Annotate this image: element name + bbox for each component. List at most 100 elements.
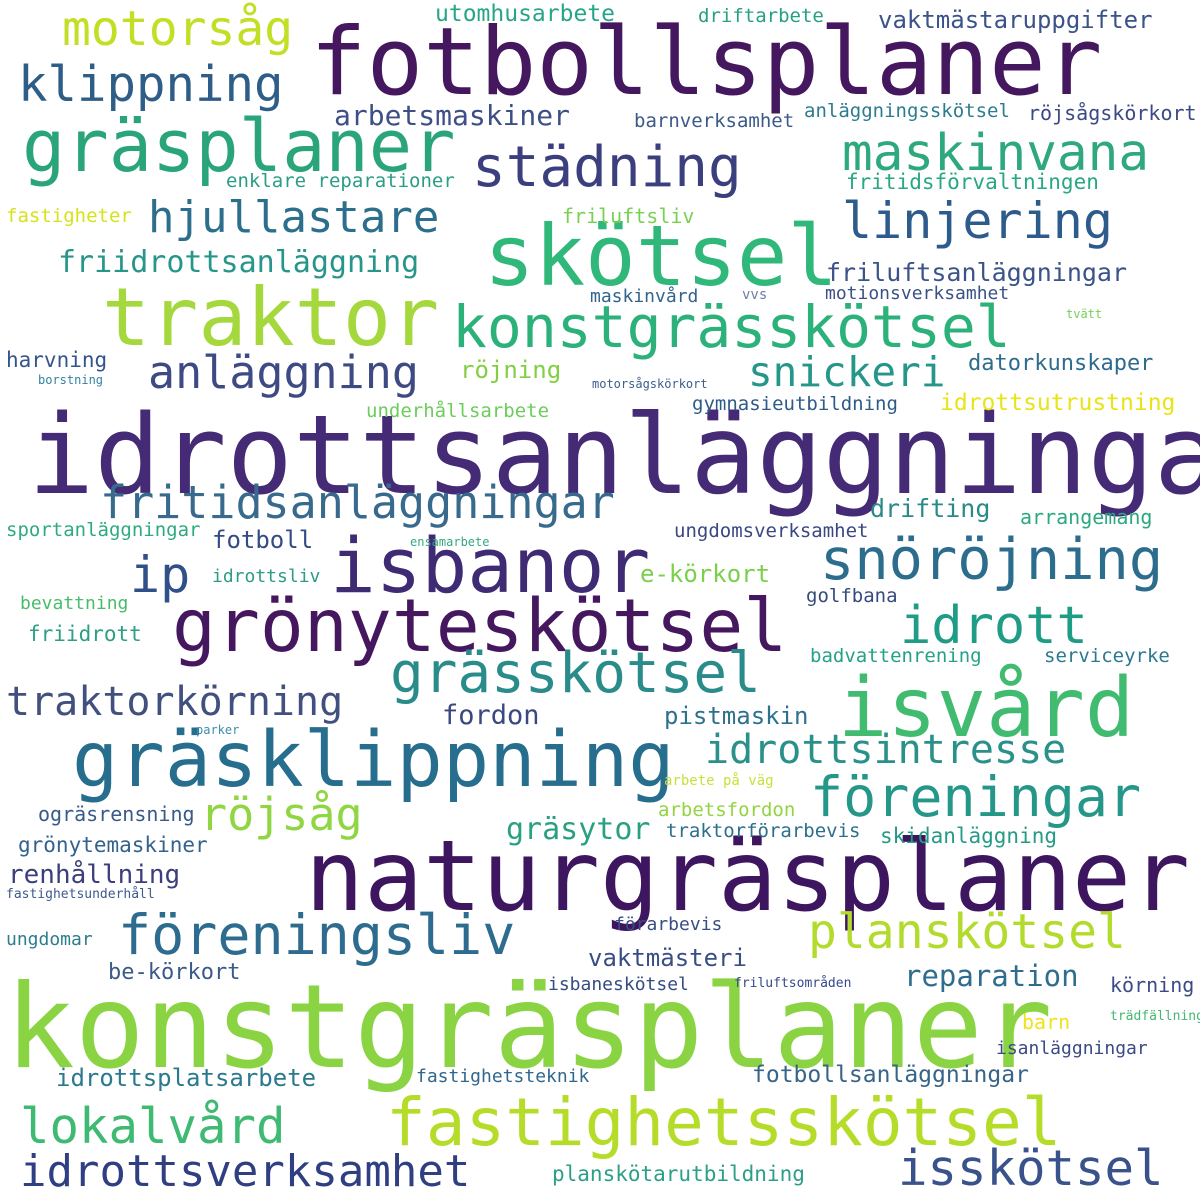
word: konstgräsplaner: [5, 960, 1053, 1095]
word: röjsågskörkort: [1028, 101, 1197, 125]
word: idrottsverksamhet: [20, 1146, 471, 1197]
word: barn: [1022, 1010, 1071, 1034]
word: vvs: [742, 287, 768, 303]
word: planskötsel: [808, 904, 1126, 960]
word: lokalvård: [20, 1098, 286, 1155]
word: grönytemaskiner: [18, 833, 208, 857]
word: drifting: [870, 494, 991, 523]
word: röjning: [460, 356, 562, 384]
word: arbetsmaskiner: [334, 99, 571, 132]
word: barnverksamhet: [634, 110, 795, 132]
word: fastighetsskötsel: [386, 1084, 1062, 1161]
word: idrottsliv: [212, 566, 321, 587]
word: friluftsanläggningar: [826, 258, 1128, 287]
word: bevattning: [20, 593, 129, 614]
word: fritidsförvaltningen: [846, 170, 1099, 194]
word: idrott: [900, 596, 1088, 656]
word: ungdomar: [6, 929, 93, 950]
word: fastighetsteknik: [416, 1066, 590, 1087]
word: friidrottsanläggning: [58, 245, 420, 280]
word: harvning: [6, 348, 108, 372]
word: fotbollsanläggningar: [752, 1062, 1029, 1088]
word: idrottsutrustning: [940, 390, 1176, 416]
word: grässkötsel: [390, 641, 761, 706]
word: datorkunskaper: [968, 351, 1154, 376]
word: ensamarbete: [410, 535, 490, 549]
word: fordon: [442, 700, 540, 731]
word: anläggning: [148, 346, 419, 399]
word: klippning: [18, 56, 284, 113]
word: fastigheter: [6, 205, 132, 227]
word: fotbollsplaner: [310, 8, 1103, 117]
word: badvattenrening: [810, 645, 982, 667]
word: isskötsel: [898, 1140, 1164, 1197]
word: förarbevis: [614, 914, 723, 935]
word: e-körkort: [640, 560, 771, 588]
word: driftarbete: [698, 5, 824, 27]
word: skötsel: [484, 207, 839, 305]
word: hjullastare: [148, 192, 440, 243]
word: sportanläggningar: [6, 519, 201, 541]
word: traktor: [102, 271, 440, 364]
word: naturgräsplaner: [305, 820, 1191, 934]
word: renhållning: [8, 860, 181, 890]
word: maskinvård: [590, 286, 699, 307]
word: vaktmästaruppgifter: [878, 6, 1153, 34]
word: serviceyrke: [1044, 645, 1170, 667]
word: skidanläggning: [880, 824, 1058, 848]
word: konstgrässkötsel: [452, 293, 1011, 361]
word: idrottsplatsarbete: [56, 1064, 317, 1092]
word: idrottsintresse: [705, 727, 1067, 773]
word: be-körkort: [108, 960, 241, 985]
word: friluftsliv: [562, 204, 695, 228]
word: gräsklippning: [72, 716, 675, 805]
word: borstning: [38, 373, 104, 387]
word: isbaneskötsel: [548, 974, 689, 995]
word: traktorförarbevis: [666, 820, 861, 842]
word: motorsåg: [62, 1, 294, 57]
word: städning: [472, 135, 742, 200]
word: ungdomsverksamhet: [674, 520, 869, 542]
word: föreningsliv: [118, 903, 516, 967]
word: tvätt: [1066, 307, 1103, 321]
word: gymnasieutbildning: [692, 393, 898, 415]
word: trädfällning: [1110, 1009, 1200, 1024]
word: maskinvana: [842, 124, 1150, 183]
word: linjering: [842, 192, 1113, 250]
word: friidrott: [28, 622, 142, 646]
word: grönyteskötsel: [172, 584, 788, 669]
word: golfbana: [806, 585, 898, 607]
word: röjsåg: [200, 788, 363, 841]
word: idrottsanläggningar: [28, 391, 1200, 519]
word: anläggningsskötsel: [804, 100, 1010, 122]
word: motionsverksamhet: [825, 283, 1010, 304]
word: arbetsfordon: [658, 799, 796, 821]
word: fotboll: [212, 526, 314, 554]
word: reparation: [904, 959, 1079, 993]
word: gräsytor: [506, 812, 651, 847]
word: snöröjning: [820, 527, 1164, 593]
word: pistmaskin: [664, 702, 809, 730]
word: snickeri: [748, 348, 946, 396]
word: gräsplaner: [22, 104, 456, 188]
word: planskötarutbildning: [552, 1162, 805, 1186]
word: isbanor: [330, 521, 651, 610]
word: fritidsanläggningar: [100, 476, 615, 529]
word: arrangemang: [1020, 505, 1153, 529]
word: parker: [196, 723, 240, 737]
word: föreningar: [810, 765, 1142, 829]
word: körning: [1110, 973, 1195, 997]
word: vaktmästeri: [588, 944, 747, 972]
word: friluftsområden: [734, 976, 852, 991]
word: isvård: [838, 661, 1135, 756]
word: utomhusarbete: [435, 1, 616, 27]
word: enklare reparationer: [226, 170, 455, 192]
word: arbete på väg: [664, 773, 774, 789]
word: fastighetsunderhåll: [6, 887, 155, 902]
word: underhållsarbete: [366, 400, 550, 422]
word: ip: [130, 546, 191, 604]
word: motorsågskörkort: [592, 377, 708, 391]
word: ogräsrensning: [38, 802, 195, 826]
word: traktorkörning: [6, 679, 344, 725]
